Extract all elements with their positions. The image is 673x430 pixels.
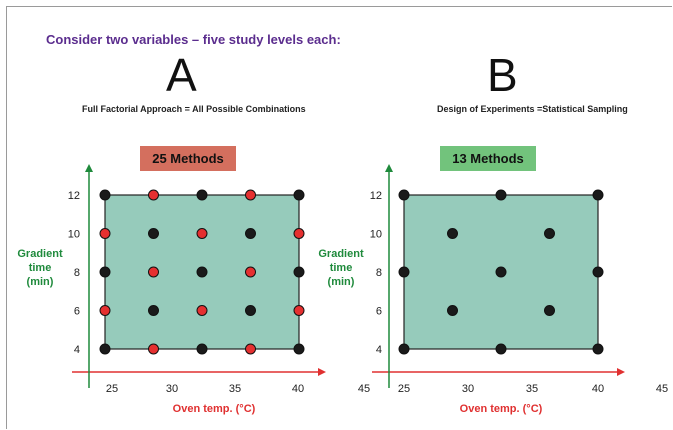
x-tick-label: 30 xyxy=(166,383,178,395)
black-data-point xyxy=(196,189,208,201)
black-data-point xyxy=(293,343,305,355)
x-axis-arrow xyxy=(318,368,326,376)
x-axis-label: Oven temp. (°C) xyxy=(460,403,543,415)
x-tick-label: 30 xyxy=(462,383,474,395)
x-axis-label: Oven temp. (°C) xyxy=(173,403,256,415)
black-data-point xyxy=(495,189,507,201)
red-data-point xyxy=(99,305,111,316)
black-data-point xyxy=(544,305,555,316)
y-axis-label: time xyxy=(330,262,353,274)
red-data-point xyxy=(196,228,208,239)
y-tick-label: 4 xyxy=(376,344,382,356)
black-data-point xyxy=(245,228,256,239)
y-tick-label: 8 xyxy=(74,267,80,279)
red-data-point xyxy=(148,266,159,278)
black-data-point xyxy=(99,189,111,201)
black-data-point xyxy=(398,343,410,355)
black-data-point xyxy=(99,266,111,278)
slide-frame xyxy=(6,6,672,429)
x-tick-label: 25 xyxy=(106,383,118,395)
black-data-point xyxy=(148,305,159,316)
panel-b-subtitle: Design of Experiments =Statistical Sampl… xyxy=(437,104,628,114)
x-tick-label: 45 xyxy=(358,383,370,395)
black-data-point xyxy=(245,305,256,316)
slide-headline: Consider two variables – five study leve… xyxy=(46,32,341,47)
y-tick-label: 12 xyxy=(68,190,80,202)
black-data-point xyxy=(592,266,604,278)
black-data-point xyxy=(293,266,305,278)
black-data-point xyxy=(148,228,159,239)
black-data-point xyxy=(293,189,305,201)
panel-b-badge: 13 Methods xyxy=(440,146,536,171)
y-axis-label: (min) xyxy=(328,276,355,288)
x-tick-label: 40 xyxy=(292,383,304,395)
y-tick-label: 6 xyxy=(376,306,382,318)
y-axis-arrow xyxy=(385,164,393,172)
red-data-point xyxy=(245,343,256,355)
black-data-point xyxy=(447,228,458,239)
x-tick-label: 35 xyxy=(229,383,241,395)
y-axis-arrow xyxy=(85,164,93,172)
black-data-point xyxy=(99,343,111,355)
y-tick-label: 4 xyxy=(74,344,80,356)
y-tick-label: 6 xyxy=(74,306,80,318)
y-tick-label: 10 xyxy=(370,229,382,241)
y-axis-label: Gradient xyxy=(17,248,63,260)
black-data-point xyxy=(495,266,507,278)
red-data-point xyxy=(196,305,208,316)
black-data-point xyxy=(592,189,604,201)
x-axis-arrow xyxy=(617,368,625,376)
x-tick-label: 35 xyxy=(526,383,538,395)
black-data-point xyxy=(398,266,410,278)
black-data-point xyxy=(592,343,604,355)
y-tick-label: 8 xyxy=(376,267,382,279)
black-data-point xyxy=(196,266,208,278)
red-data-point xyxy=(99,228,111,239)
panel-b-letter: B xyxy=(487,49,518,101)
black-data-point xyxy=(495,343,507,355)
red-data-point xyxy=(293,228,305,239)
red-data-point xyxy=(245,266,256,278)
red-data-point xyxy=(148,189,159,201)
x-tick-label: 25 xyxy=(398,383,410,395)
panel-a-subtitle: Full Factorial Approach = All Possible C… xyxy=(82,104,306,114)
panel-a-badge: 25 Methods xyxy=(140,146,236,171)
y-tick-label: 12 xyxy=(370,190,382,202)
x-tick-label: 45 xyxy=(656,383,668,395)
black-data-point xyxy=(544,228,555,239)
red-data-point xyxy=(293,305,305,316)
panel-a-letter: A xyxy=(166,49,197,101)
red-data-point xyxy=(148,343,159,355)
y-axis-label: (min) xyxy=(27,276,54,288)
red-data-point xyxy=(245,189,256,201)
black-data-point xyxy=(196,343,208,355)
x-tick-label: 40 xyxy=(592,383,604,395)
black-data-point xyxy=(447,305,458,316)
y-tick-label: 10 xyxy=(68,229,80,241)
black-data-point xyxy=(398,189,410,201)
y-axis-label: Gradient xyxy=(318,248,364,260)
y-axis-label: time xyxy=(29,262,52,274)
